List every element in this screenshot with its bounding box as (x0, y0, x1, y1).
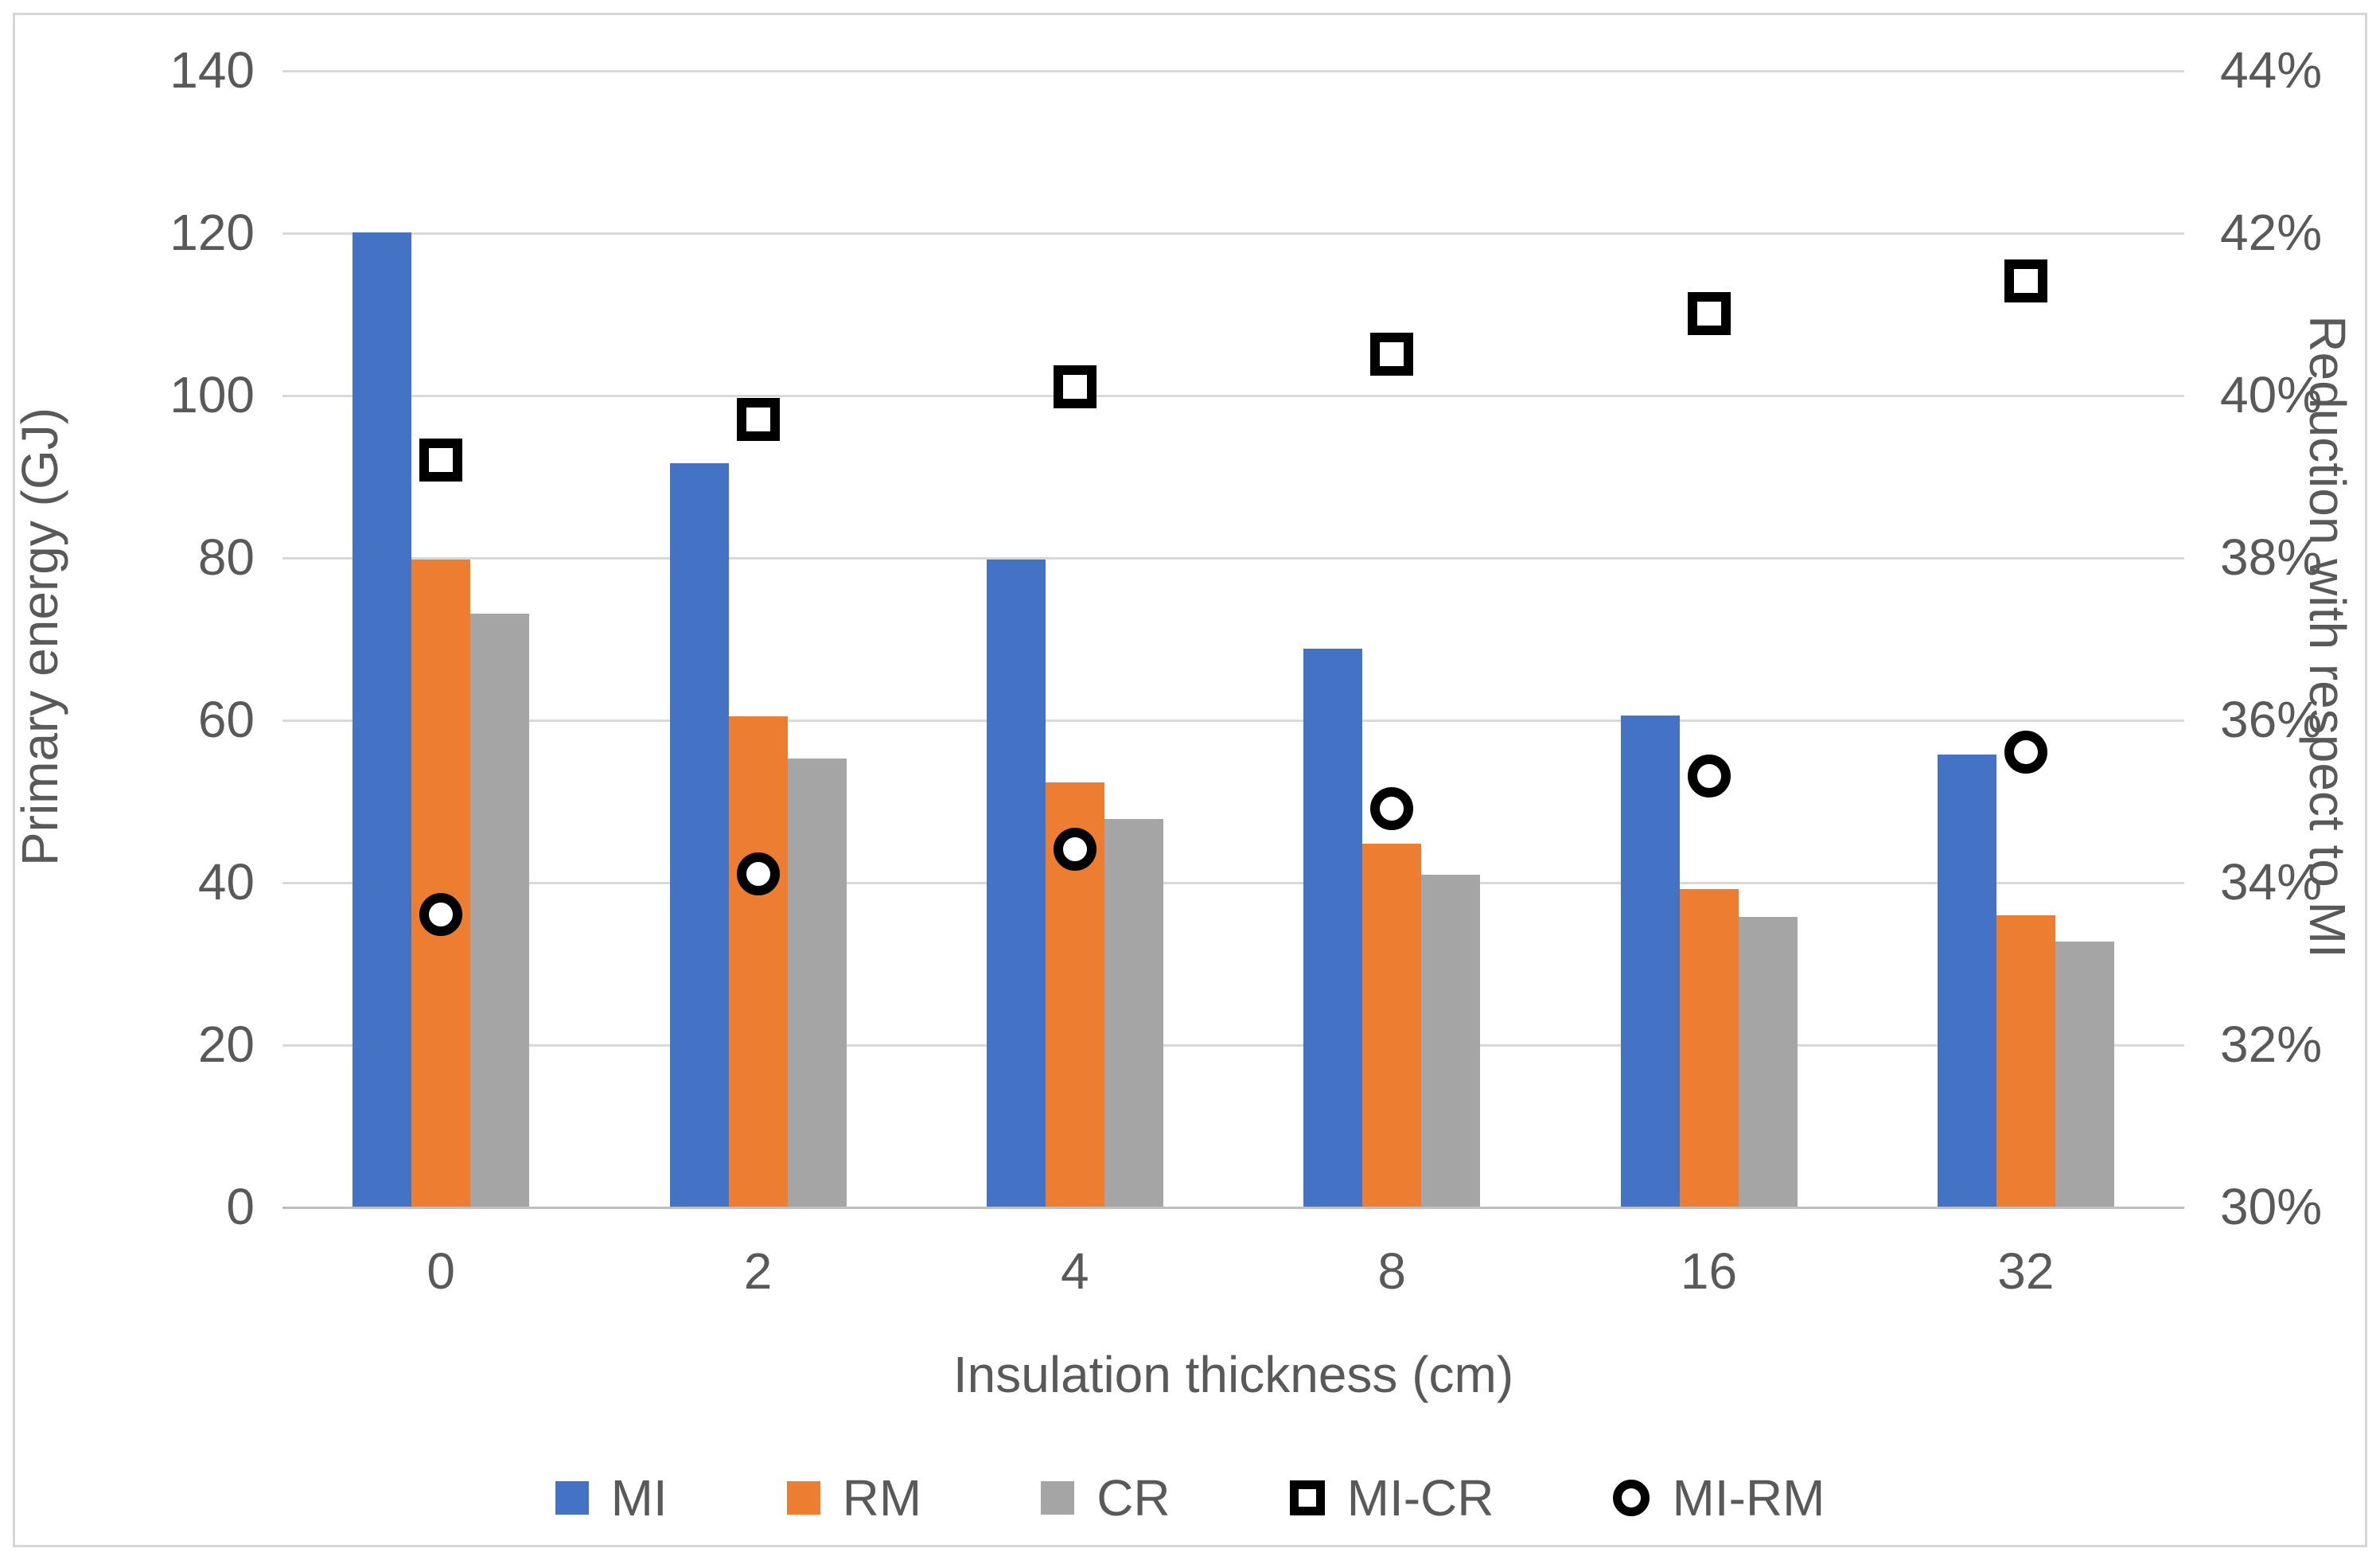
gridline (282, 1044, 2184, 1047)
marker-MI-RM-0 (419, 892, 463, 936)
bar-MI-32 (1937, 754, 1996, 1207)
right-axis-tick-label: 30% (2220, 1178, 2323, 1235)
bar-MI-2 (669, 462, 729, 1207)
left-axis-tick-label: 140 (169, 41, 255, 99)
legend-key-open-circle-icon (1613, 1480, 1650, 1516)
left-axis-tick-label: 20 (197, 1016, 255, 1073)
bar-MI-8 (1303, 649, 1363, 1207)
marker-MI-CR-16 (1687, 292, 1731, 335)
left-axis-tick-label: 60 (197, 691, 255, 748)
bar-CR-0 (470, 614, 530, 1207)
right-axis-tick-label: 32% (2220, 1016, 2323, 1073)
bar-MI-4 (986, 560, 1046, 1207)
gridline (282, 232, 2184, 235)
bar-MI-16 (1620, 715, 1680, 1207)
x-axis-tick-label: 0 (427, 1242, 455, 1300)
marker-MI-CR-2 (736, 397, 780, 441)
left-axis-title: Primary energy (GJ) (11, 407, 68, 867)
bar-CR-2 (787, 758, 847, 1207)
right-axis-tick-label: 34% (2220, 853, 2323, 911)
bar-RM-16 (1679, 889, 1739, 1207)
bar-CR-8 (1421, 874, 1481, 1207)
x-axis-tick-label: 2 (743, 1242, 773, 1300)
x-axis-tick-label: 8 (1377, 1242, 1406, 1300)
bar-RM-2 (728, 716, 788, 1207)
bar-MI-0 (353, 232, 412, 1207)
plot-area (282, 70, 2184, 1209)
marker-MI-RM-32 (2004, 730, 2047, 774)
right-axis-tick-label: 36% (2220, 691, 2323, 748)
marker-MI-CR-0 (419, 438, 463, 482)
marker-MI-RM-4 (1053, 828, 1097, 872)
legend-key-filled-square-icon (555, 1481, 589, 1515)
marker-MI-CR-32 (2004, 259, 2047, 303)
marker-MI-CR-4 (1053, 365, 1097, 408)
legend-key-open-square-icon (1289, 1480, 1325, 1515)
bar-CR-32 (2055, 942, 2114, 1207)
legend-item-RM: RM (786, 1468, 922, 1527)
x-axis-title: Insulation thickness (cm) (952, 1346, 1514, 1403)
legend: MI RM CR MI-CR MI-RM (0, 1468, 2380, 1527)
bar-CR-16 (1738, 916, 1798, 1207)
right-axis-tick-label: 38% (2220, 528, 2323, 586)
gridline (282, 70, 2184, 72)
left-axis-tick-label: 40 (197, 853, 255, 911)
legend-label: RM (842, 1469, 922, 1527)
gridline (282, 882, 2184, 884)
legend-item-MI-RM: MI-RM (1613, 1468, 1825, 1527)
legend-item-MI-CR: MI-CR (1289, 1468, 1494, 1527)
bar-RM-32 (1996, 915, 2055, 1207)
left-axis-tick-label: 80 (197, 528, 255, 586)
marker-MI-RM-2 (736, 852, 780, 895)
legend-item-MI: MI (555, 1468, 668, 1527)
legend-key-filled-square-icon (1041, 1481, 1075, 1515)
gridline (282, 720, 2184, 722)
legend-key-filled-square-icon (786, 1481, 820, 1515)
legend-label: MI-RM (1672, 1469, 1825, 1527)
marker-MI-RM-16 (1687, 755, 1731, 798)
x-axis-tick-label: 16 (1680, 1242, 1738, 1300)
marker-MI-RM-8 (1370, 787, 1414, 831)
legend-item-CR: CR (1041, 1468, 1171, 1527)
bar-RM-0 (411, 560, 471, 1207)
left-axis-tick-label: 100 (169, 366, 255, 423)
right-axis-tick-label: 44% (2220, 41, 2323, 99)
gridline (282, 557, 2184, 560)
marker-MI-CR-8 (1370, 333, 1414, 376)
bar-CR-4 (1104, 819, 1163, 1207)
gridline (282, 395, 2184, 397)
left-axis-tick-label: 0 (226, 1178, 255, 1235)
x-axis-tick-label: 32 (1997, 1242, 2055, 1300)
right-axis-tick-label: 40% (2220, 366, 2323, 423)
right-axis-tick-label: 42% (2220, 204, 2323, 261)
bar-RM-8 (1362, 844, 1422, 1207)
left-axis-tick-label: 120 (169, 204, 255, 261)
x-axis-line (282, 1207, 2184, 1209)
legend-label: CR (1097, 1469, 1171, 1527)
x-axis-tick-label: 4 (1061, 1242, 1089, 1300)
legend-label: MI (610, 1469, 668, 1527)
legend-label: MI-CR (1346, 1469, 1494, 1527)
